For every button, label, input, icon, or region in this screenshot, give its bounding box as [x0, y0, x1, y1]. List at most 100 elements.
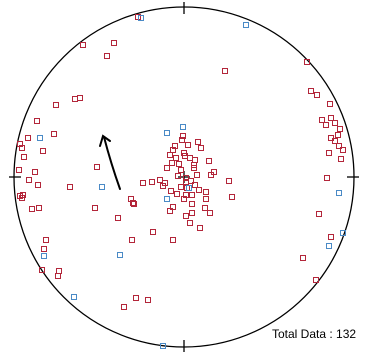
red-data-point — [21, 154, 27, 160]
red-data-point — [175, 173, 181, 179]
arrow-annotation — [99, 134, 121, 190]
red-data-point — [178, 184, 184, 190]
red-data-point — [111, 40, 117, 46]
red-data-point — [16, 167, 22, 173]
red-data-point — [191, 162, 197, 168]
red-data-point — [300, 255, 306, 261]
red-data-point — [53, 102, 59, 108]
red-data-point — [43, 237, 49, 243]
red-data-point — [35, 182, 41, 188]
red-data-point — [104, 53, 110, 59]
red-data-point — [203, 196, 209, 202]
red-data-point — [167, 208, 173, 214]
red-data-point — [335, 132, 341, 138]
red-data-point — [189, 192, 195, 198]
blue-data-point — [117, 252, 123, 258]
red-data-point — [181, 150, 187, 156]
red-data-point — [19, 145, 25, 151]
total-data-label: Total Data : 132 — [272, 327, 357, 341]
blue-data-point — [71, 294, 77, 300]
red-data-point — [36, 205, 42, 211]
red-data-point — [25, 135, 31, 141]
red-data-point — [180, 133, 186, 139]
red-data-point — [326, 150, 332, 156]
red-data-point — [202, 205, 208, 211]
red-data-point — [92, 205, 98, 211]
red-data-point — [324, 175, 330, 181]
cardinal-ticks — [9, 2, 359, 352]
red-data-point — [77, 95, 83, 101]
red-data-point — [150, 229, 156, 235]
red-data-point — [168, 188, 174, 194]
arrow-head — [99, 134, 111, 147]
blue-data-point — [41, 253, 47, 259]
blue-data-point — [180, 124, 186, 130]
red-data-point — [304, 59, 310, 65]
red-data-point — [160, 183, 166, 189]
red-data-point — [39, 267, 45, 273]
red-data-point — [323, 122, 329, 128]
red-data-point — [167, 152, 173, 158]
red-data-point — [195, 139, 201, 145]
red-data-point — [198, 145, 204, 151]
red-data-point — [29, 206, 35, 212]
red-data-point — [121, 304, 127, 310]
red-data-point — [187, 155, 193, 161]
blue-data-point — [99, 184, 105, 190]
red-data-point — [157, 177, 163, 183]
red-data-point — [183, 179, 189, 185]
arrow-shaft — [103, 136, 121, 190]
red-data-point — [55, 273, 61, 279]
red-data-point — [176, 161, 182, 167]
red-data-point — [67, 184, 73, 190]
red-data-point — [80, 42, 86, 48]
red-data-point — [145, 297, 151, 303]
red-data-point — [327, 101, 333, 107]
red-data-point — [129, 237, 135, 243]
red-data-point — [192, 157, 198, 163]
red-data-point — [337, 126, 343, 132]
red-data-point — [332, 120, 338, 126]
red-data-point — [183, 213, 189, 219]
data-points — [16, 14, 346, 349]
blue-data-point — [243, 22, 249, 28]
red-data-point — [194, 172, 200, 178]
red-data-point — [131, 201, 137, 207]
red-data-point — [34, 118, 40, 124]
red-data-point — [51, 131, 57, 137]
red-data-point — [185, 142, 191, 148]
red-data-point — [208, 172, 214, 178]
red-data-point — [340, 147, 346, 153]
red-data-point — [229, 194, 235, 200]
red-data-point — [203, 189, 209, 195]
red-data-point — [308, 88, 314, 94]
red-data-point — [319, 117, 325, 123]
red-data-point — [207, 210, 213, 216]
red-data-point — [179, 137, 185, 143]
red-data-point — [187, 220, 193, 226]
red-data-point — [192, 182, 198, 188]
blue-data-point — [186, 185, 192, 191]
blue-data-point — [138, 15, 144, 21]
blue-data-point — [164, 196, 170, 202]
red-data-point — [332, 138, 338, 144]
red-data-point — [41, 246, 47, 252]
red-data-point — [130, 200, 136, 206]
red-data-point — [169, 160, 175, 166]
red-data-point — [178, 167, 184, 173]
red-data-point — [72, 96, 78, 102]
red-data-point — [206, 158, 212, 164]
red-data-point — [196, 187, 202, 193]
red-data-point — [189, 201, 195, 207]
red-data-point — [173, 155, 179, 161]
red-data-point — [222, 68, 228, 74]
red-data-point — [20, 192, 26, 198]
red-data-point — [328, 115, 334, 121]
red-data-point — [226, 178, 232, 184]
red-data-point — [94, 164, 100, 170]
red-data-point — [313, 277, 319, 283]
red-data-point — [40, 148, 46, 154]
blue-data-point — [326, 243, 332, 249]
red-data-point — [26, 177, 32, 183]
